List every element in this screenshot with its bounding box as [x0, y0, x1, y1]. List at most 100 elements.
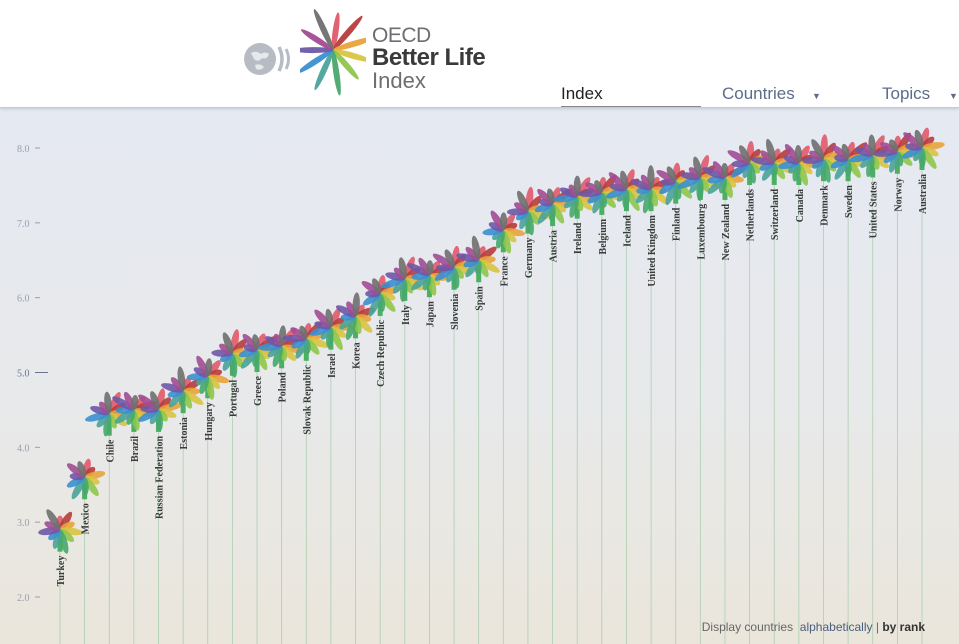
country-label[interactable]: Belgium: [598, 218, 609, 254]
flower-petal: [138, 394, 159, 411]
flower-petal: [182, 390, 204, 406]
nav-countries-dropdown[interactable]: Countries ▼: [722, 84, 821, 104]
sort-controls: Display countries alphabetically | by ra…: [702, 620, 925, 634]
flower-chart: 8.0 7.0 6.0 5.0 4.0 3.0 2.0 Turkey Mexico Chile Br…: [17, 127, 946, 644]
country-flower[interactable]: [901, 127, 946, 171]
country-flower[interactable]: [38, 508, 84, 555]
country-label[interactable]: Greece: [253, 375, 264, 405]
flower-petal: [335, 305, 356, 318]
flower-petal: [345, 316, 357, 340]
flower-petal: [665, 181, 677, 206]
country-label[interactable]: Czech Republic: [376, 319, 387, 387]
oecd-globe-logo: [243, 41, 297, 82]
country-label[interactable]: United States: [869, 181, 880, 238]
flower-petal: [573, 175, 581, 197]
country-flower[interactable]: [630, 165, 672, 214]
country-label[interactable]: Canada: [795, 189, 806, 222]
country-flower[interactable]: [282, 319, 331, 361]
flower-petal: [642, 189, 653, 214]
flower-petal: [46, 509, 61, 530]
flower-petal: [126, 409, 136, 425]
sort-by-rank-link[interactable]: by rank: [882, 620, 925, 634]
flower-petal: [647, 165, 655, 190]
flower-petal: [765, 138, 776, 164]
country-label[interactable]: Japan: [425, 301, 436, 328]
flower-petal: [537, 203, 554, 224]
nav-countries-label: Countries: [722, 84, 795, 103]
country-label[interactable]: Portugal: [228, 380, 239, 417]
country-label[interactable]: Estonia: [179, 417, 190, 449]
country-label[interactable]: Hungary: [204, 402, 215, 440]
country-flower[interactable]: [360, 275, 402, 318]
country-label[interactable]: Luxembourg: [696, 204, 707, 260]
flower-petal: [742, 162, 752, 179]
country-label[interactable]: Turkey: [56, 556, 67, 587]
flower-petal: [444, 249, 456, 268]
country-flower[interactable]: [506, 186, 550, 236]
country-label[interactable]: Chile: [105, 439, 116, 462]
flower-petal: [330, 326, 347, 338]
country-label[interactable]: Israel: [327, 353, 338, 378]
country-label[interactable]: Denmark: [819, 185, 830, 226]
flower-petal: [471, 235, 481, 261]
country-flower[interactable]: [136, 388, 182, 432]
flower-petal: [207, 374, 230, 384]
flower-petal: [112, 396, 135, 411]
country-label[interactable]: Brazil: [130, 436, 141, 462]
country-label[interactable]: Mexico: [81, 503, 92, 534]
flower-petal: [426, 260, 434, 276]
country-flower[interactable]: [211, 329, 254, 378]
country-label[interactable]: Russian Federation: [155, 435, 166, 518]
country-label[interactable]: Iceland: [622, 215, 633, 247]
country-label[interactable]: United Kingdom: [647, 214, 658, 286]
country-label[interactable]: Sweden: [844, 185, 855, 218]
flower-petal: [546, 188, 555, 205]
flower-petal: [372, 278, 382, 295]
country-label[interactable]: Slovenia: [450, 294, 461, 330]
country-label[interactable]: Norway: [893, 178, 904, 212]
nav-index-tab[interactable]: Index: [561, 84, 701, 107]
country-label[interactable]: Austria: [549, 230, 560, 262]
country-label[interactable]: Ireland: [573, 222, 584, 254]
country-label[interactable]: Australia: [918, 174, 929, 214]
country-label[interactable]: Netherlands: [746, 189, 757, 241]
flower-petal: [131, 394, 139, 410]
display-countries-label: Display countries: [701, 620, 794, 634]
country-flower[interactable]: [84, 391, 128, 437]
y-tick-label: 3.0: [17, 518, 30, 529]
country-label[interactable]: Slovak Republic: [302, 364, 313, 434]
logo-better-life-text: Better Life: [372, 44, 486, 71]
country-flower[interactable]: [431, 245, 478, 290]
flower-petal: [406, 263, 430, 277]
country-label[interactable]: Poland: [278, 372, 289, 402]
flower-petal: [488, 222, 504, 232]
country-label[interactable]: Spain: [475, 286, 486, 311]
country-label[interactable]: Korea: [352, 342, 363, 368]
country-label[interactable]: New Zealand: [721, 204, 732, 261]
country-label[interactable]: Italy: [401, 305, 412, 325]
better-life-flower-logo: [293, 2, 375, 103]
country-flower[interactable]: [455, 235, 501, 283]
country-flower[interactable]: [482, 209, 526, 255]
country-label[interactable]: Finland: [672, 207, 683, 241]
flower-petal: [478, 259, 500, 273]
nav-topics-dropdown[interactable]: Topics ▼: [882, 84, 958, 104]
country-label[interactable]: Switzerland: [770, 189, 781, 241]
sort-alphabetically-link[interactable]: alphabetically: [799, 620, 873, 634]
flower-petal: [398, 257, 407, 279]
y-tick-label: 8.0: [17, 144, 30, 155]
y-tick-label: 6.0: [17, 294, 30, 305]
chart-area: 8.0 7.0 6.0 5.0 4.0 3.0 2.0 Turkey Mexico Chile Br…: [0, 108, 959, 644]
flower-petal: [739, 145, 751, 164]
country-flower[interactable]: [186, 354, 230, 400]
country-flower[interactable]: [65, 458, 106, 501]
country-label[interactable]: France: [499, 256, 510, 287]
logo-oecd-text: OECD: [372, 24, 431, 47]
flower-petal: [868, 134, 876, 156]
flower-petal: [516, 190, 529, 212]
flower-petal: [325, 308, 334, 328]
flower-petal: [630, 179, 652, 191]
country-flower[interactable]: [160, 366, 205, 414]
country-label[interactable]: Germany: [524, 238, 535, 279]
flower-petal: [721, 162, 729, 178]
